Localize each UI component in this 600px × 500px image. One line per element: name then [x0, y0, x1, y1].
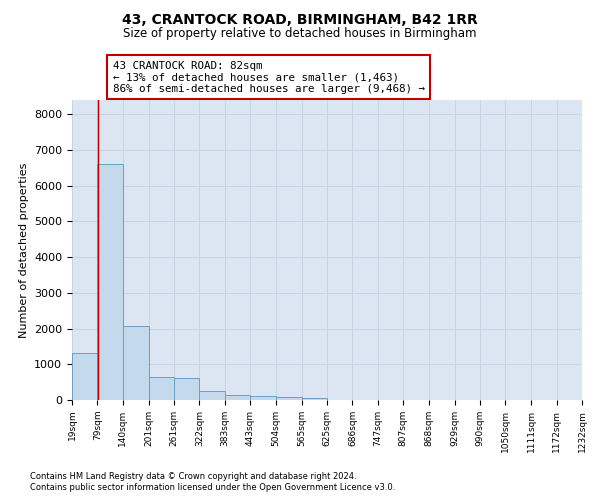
Bar — [276, 397, 302, 400]
Text: Size of property relative to detached houses in Birmingham: Size of property relative to detached ho… — [123, 28, 477, 40]
Bar — [225, 396, 250, 400]
Bar — [72, 353, 97, 400]
Bar — [149, 377, 174, 400]
Text: Contains public sector information licensed under the Open Government Licence v3: Contains public sector information licen… — [30, 484, 395, 492]
Bar — [97, 164, 123, 400]
Bar — [199, 392, 225, 400]
Bar — [123, 326, 149, 400]
Text: 43, CRANTOCK ROAD, BIRMINGHAM, B42 1RR: 43, CRANTOCK ROAD, BIRMINGHAM, B42 1RR — [122, 12, 478, 26]
Text: Contains HM Land Registry data © Crown copyright and database right 2024.: Contains HM Land Registry data © Crown c… — [30, 472, 356, 481]
Y-axis label: Number of detached properties: Number of detached properties — [19, 162, 29, 338]
Bar — [250, 396, 276, 400]
Bar — [302, 398, 327, 400]
Text: 43 CRANTOCK ROAD: 82sqm
← 13% of detached houses are smaller (1,463)
86% of semi: 43 CRANTOCK ROAD: 82sqm ← 13% of detache… — [113, 61, 425, 94]
Bar — [174, 378, 199, 400]
